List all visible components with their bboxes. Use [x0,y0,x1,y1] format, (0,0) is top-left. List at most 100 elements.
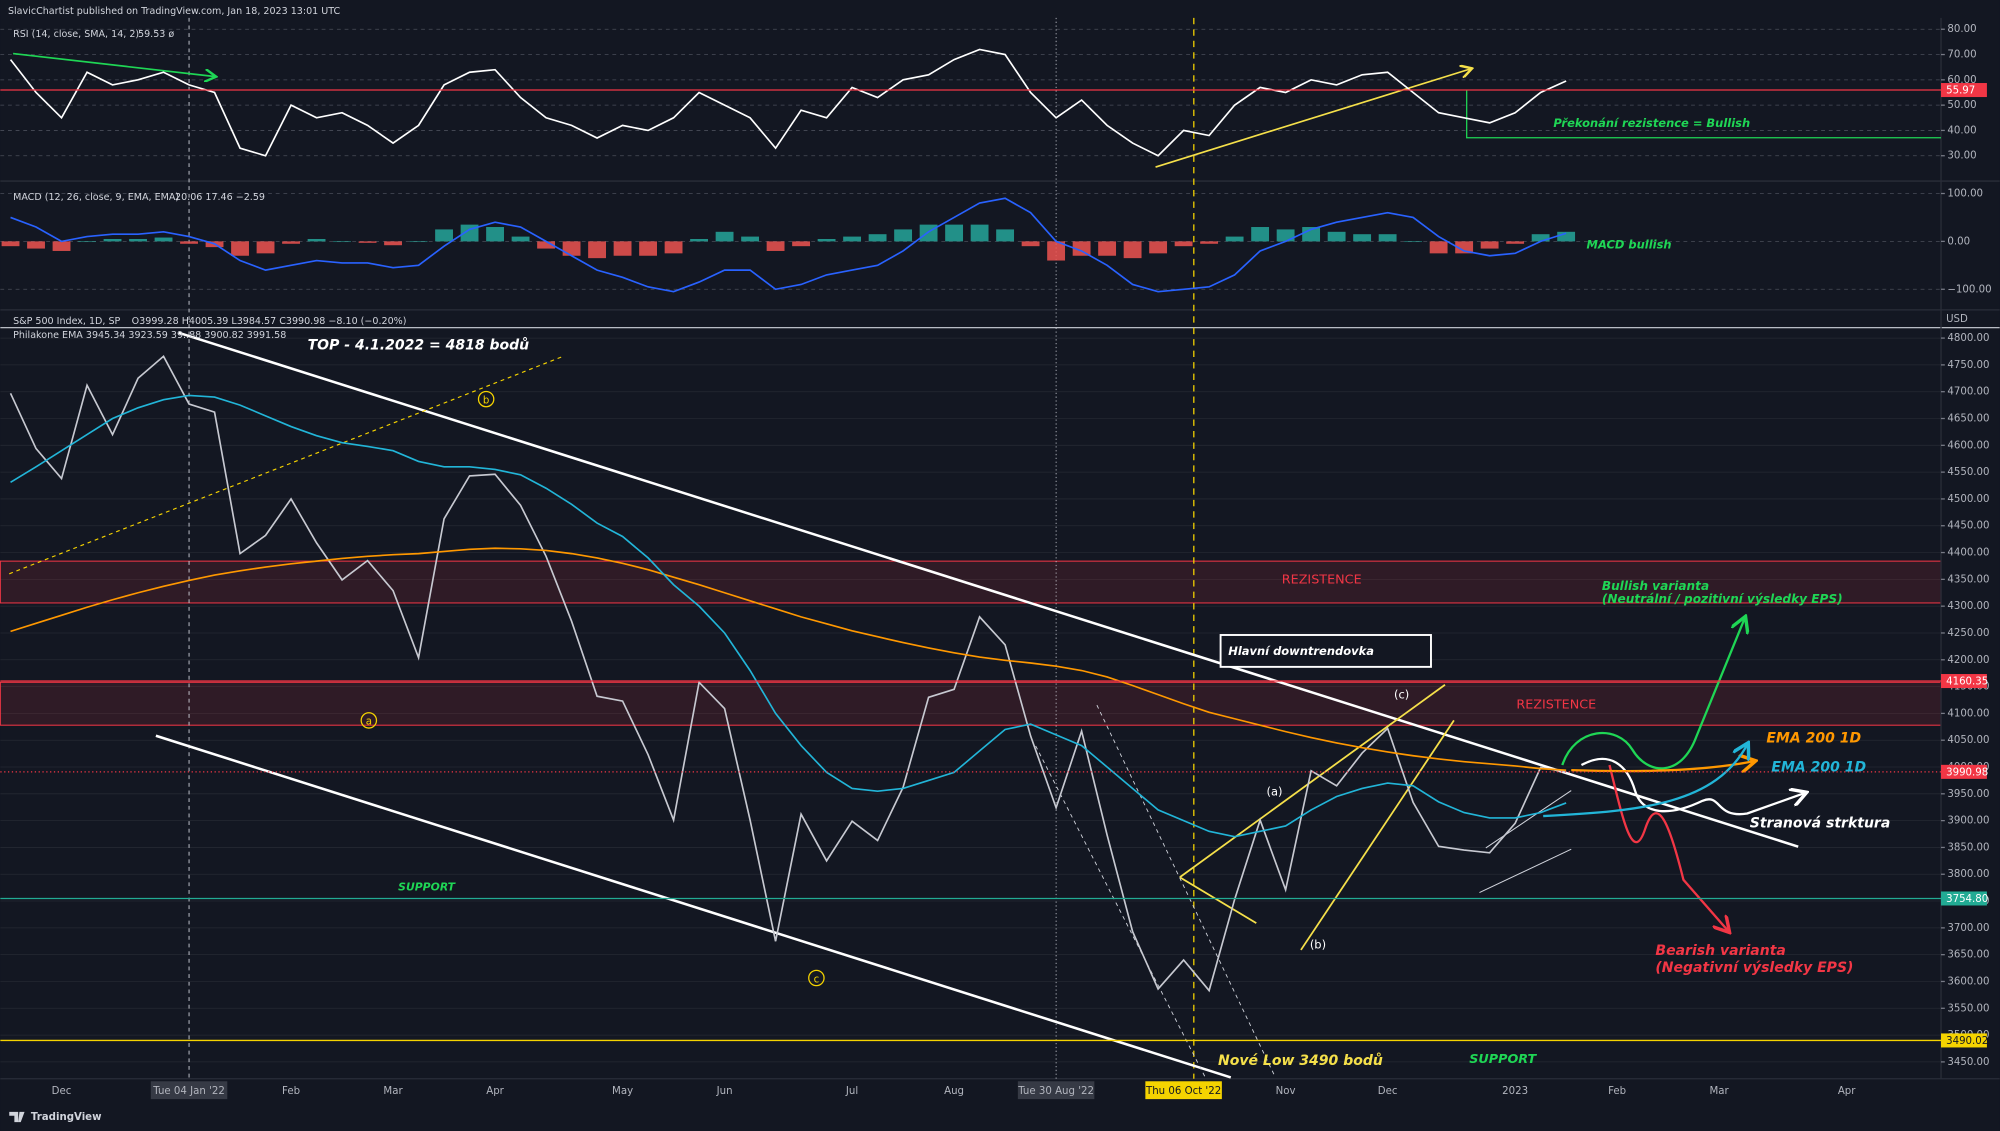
zone-label: REZISTENCE [1516,698,1596,713]
macd-legend: MACD (12, 26, close, 9, EMA, EMA) [13,192,179,203]
level-label-box [1941,891,1987,906]
rsi-breakout-box [1466,90,1942,139]
grid-layer [0,28,1942,1063]
annotation: (Neutrální / pozitivní výsledky EPS) [1602,592,1843,606]
trend-arrow [1155,69,1471,168]
x-tick-label: Thu 06 Oct '22 [1145,1086,1221,1097]
annotation: MACD bullish [1587,237,1672,251]
sideways-scenario [1580,757,1804,816]
y-tick-label: 4350.00 [1947,574,1989,585]
macd-legend-values: 20.06 17.46 −2.59 [175,192,265,203]
wave-circle [477,390,495,408]
wedge-line [1179,683,1446,878]
histogram-bar [715,231,734,242]
currency-label: USD [1946,314,1968,325]
y-tick-label: 4300.00 [1947,601,1989,612]
histogram-bar [1072,241,1091,256]
histogram-bar [154,237,173,242]
x-tick-label: Jul [845,1086,858,1097]
level-label: 55.97 [1946,86,1975,97]
y-tick-label: 3450.00 [1947,1057,1989,1068]
x-tick-label: Mar [383,1086,403,1097]
annotation: (Negativní výsledky EPS) [1655,960,1853,976]
series-line [9,48,1567,157]
histogram-bar [1506,241,1525,244]
level-label: 3754.80 [1946,894,1988,905]
x-tick-label: Aug [944,1086,964,1097]
y-tick-label: 80.00 [1947,24,1976,35]
ema-projection [1571,761,1753,771]
histogram-bar [741,236,760,242]
histogram-bar [639,241,658,256]
x-tick-label: Dec [52,1086,72,1097]
zone-layer [0,560,1942,726]
level-label-box [1941,83,1987,98]
y-tick-label: 4700.00 [1947,387,1989,398]
histogram-bar [103,238,122,242]
histogram-bar [307,238,326,242]
y-tick-label: 3950.00 [1947,789,1989,800]
histogram-bar [562,241,581,256]
y-tick-label: −100.00 [1947,284,1991,295]
resistance-zone [0,681,1942,726]
ema-projection [1543,745,1747,818]
histogram-bar [690,238,709,242]
histogram-bar [256,241,275,254]
x-tick-label: Nov [1276,1086,1296,1097]
histogram-bar [1327,231,1346,242]
ema-legend: Philakone EMA 3945.34 3923.59 39..88 390… [13,330,286,341]
histogram-bar [129,238,147,242]
annotation: Stranová strktura [1750,816,1891,832]
wedge-line [1179,876,1257,924]
annotation: Bearish varianta [1655,943,1785,959]
annotation: TOP - 4.1.2022 = 4818 bodů [308,337,530,354]
x-tick-label: Dec [1378,1086,1398,1097]
histogram-bar [996,229,1015,242]
wave-label: (c) [1394,687,1409,701]
x-tick-label: Feb [1608,1086,1626,1097]
histogram-bar [792,241,811,247]
histogram-bar [1429,241,1448,254]
histogram-bar [1200,241,1219,244]
histogram-bar [409,241,428,243]
histogram-bar [384,241,402,246]
bullish-scenario [1561,618,1744,770]
histogram-bar [511,236,530,242]
histogram-bar [919,224,938,242]
wave-label: (b) [1310,937,1326,951]
annotation-box [1219,634,1432,668]
x-tick-label: Tue 04 Jan '22 [152,1086,225,1097]
annotation: Nové Low 3490 bodů [1218,1052,1383,1069]
histogram-bar [1225,236,1244,242]
level-label: 3990.98 [1946,767,1988,778]
y-tick-label: 4250.00 [1947,628,1989,639]
zone-label: REZISTENCE [1282,573,1362,588]
channel-line [155,734,1232,1079]
y-tick-label: 0.00 [1947,236,1970,247]
histogram-bar [52,241,71,251]
x-tick-label: Tue 30 Aug '22 [1017,1086,1094,1097]
wave-label: (a) [1266,784,1282,798]
helper-line [1485,790,1572,849]
y-tick-label: 3900.00 [1947,816,1989,827]
histogram-bar [664,241,683,254]
price-legend: S&P 500 Index, 1D, SP [13,316,120,327]
histogram-bar [1149,241,1168,254]
price-ohlc: O3999.28 H4005.39 L3984.57 C3990.98 −8.1… [132,316,407,327]
level-label: SUPPORT [398,880,457,893]
brand-logo [9,1111,25,1123]
y-tick-label: 4650.00 [1947,414,1989,425]
rsi-legend: RSI (14, close, SMA, 14, 2) [13,29,139,40]
publisher-header: SlavicChartist published on TradingView.… [8,6,341,17]
y-tick-label: 4550.00 [1947,467,1989,478]
y-tick-label: 4400.00 [1947,548,1989,559]
date-marker-box [150,1081,228,1100]
y-tick-label: 4200.00 [1947,655,1989,666]
footer-brand: TradingView [31,1112,102,1123]
y-tick-label: 3800.00 [1947,869,1989,880]
series-label: EMA 200 1D [1766,730,1861,746]
x-tick-label: 2023 [1502,1086,1528,1097]
y-tick-label: 3600.00 [1947,976,1989,987]
